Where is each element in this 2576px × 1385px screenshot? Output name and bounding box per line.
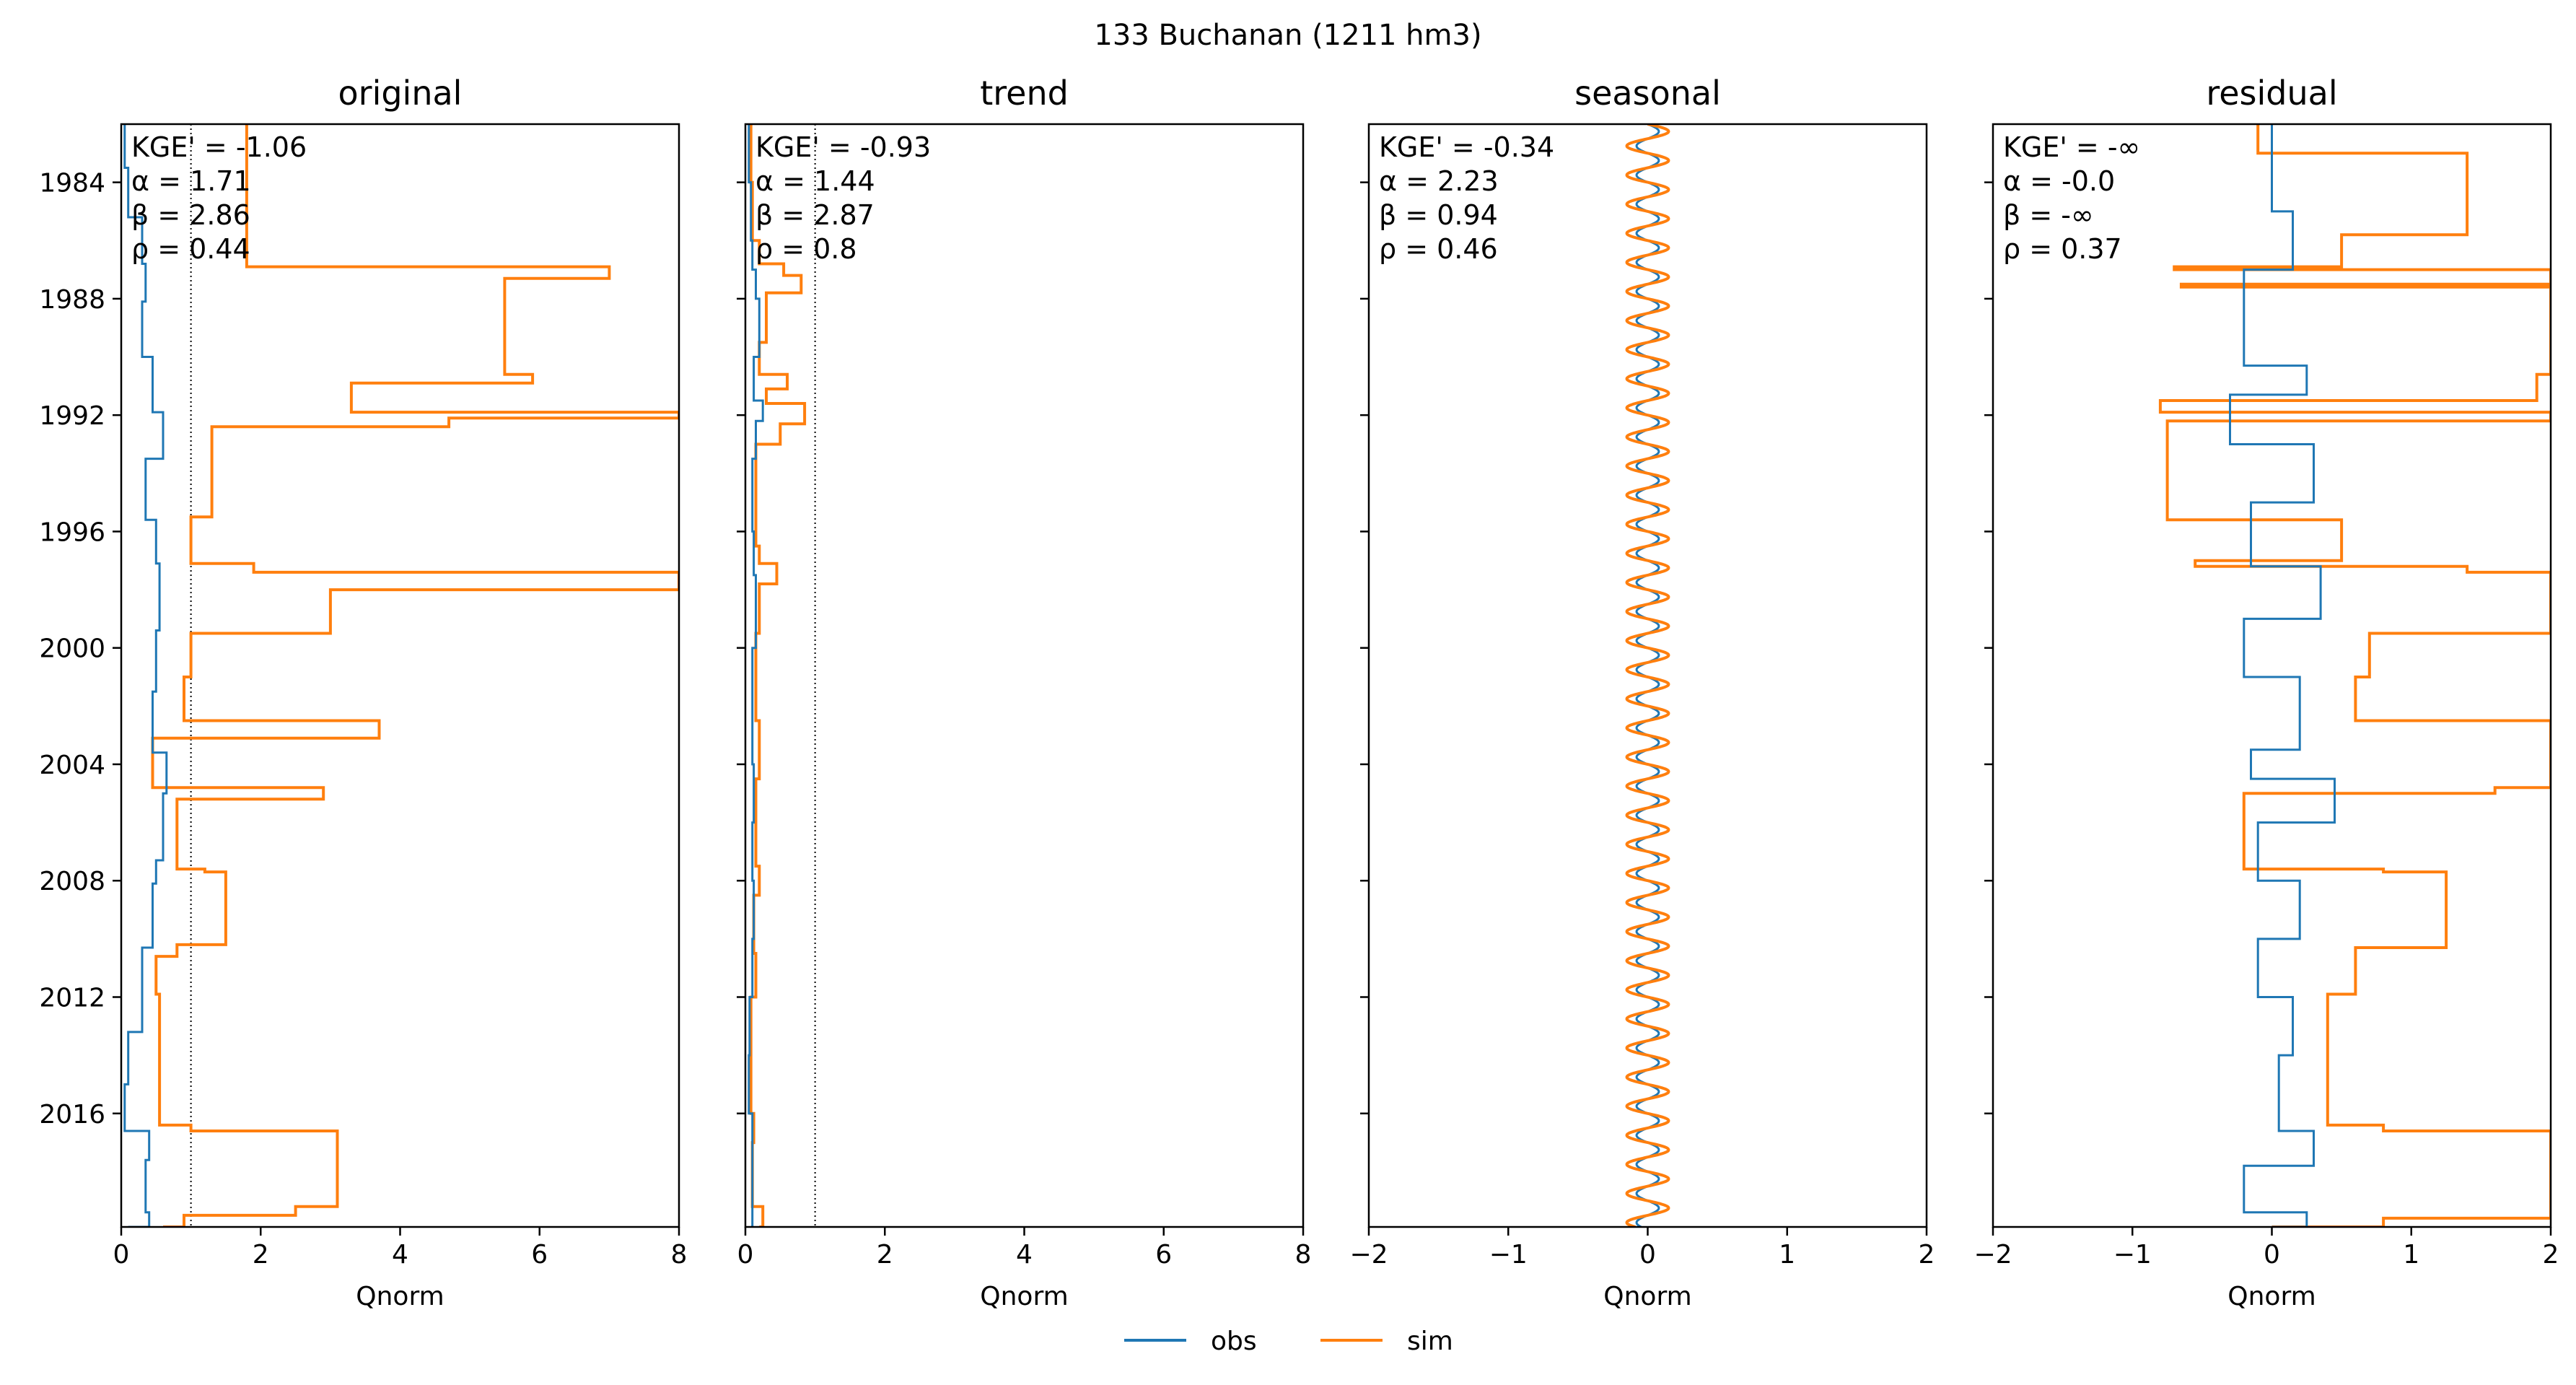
legend-label: obs [1211, 1327, 1257, 1356]
x-tick-label: 6 [1155, 1240, 1172, 1270]
plot-area [123, 124, 679, 1227]
series-obs [123, 124, 168, 1227]
plot-area [1625, 124, 1670, 1227]
metric-text: KGE' = -1.06 [131, 131, 307, 163]
metric-text: ρ = 0.46 [1379, 233, 1498, 265]
x-tick-label: −2 [1349, 1240, 1388, 1270]
panel-residual: residual −2 −1 0 1 2 Qnorm KGE' = -∞α = -0.0β =… [1973, 74, 2559, 1311]
y-tick-label: 1988 [39, 285, 105, 315]
panel-title: original [338, 74, 463, 113]
y-tick-label: 2012 [39, 983, 105, 1013]
panel-title: seasonal [1574, 74, 1721, 113]
x-tick-label: 2 [253, 1240, 269, 1270]
x-tick-label: 1 [2403, 1240, 2419, 1270]
x-tick-label: −1 [1489, 1240, 1528, 1270]
metric-text: β = 0.94 [1379, 199, 1498, 231]
plot-area [748, 124, 816, 1227]
series-obs [2229, 124, 2336, 1227]
legend-item-sim: sim [1320, 1327, 1453, 1356]
metric-text: KGE' = -0.34 [1379, 131, 1554, 163]
x-tick-label: 2 [877, 1240, 893, 1270]
metric-text: β = 2.86 [131, 199, 250, 231]
metric-text: KGE' = -0.93 [755, 131, 931, 163]
y-tick-label: 1984 [39, 169, 105, 198]
figure-suptitle: 133 Buchanan (1211 hm3) [1094, 19, 1481, 52]
metric-text: ρ = 0.44 [131, 233, 250, 265]
panel-trend: trend 0 2 4 6 8 Qnorm KGE' = -0.93α = 1.44β = 2… [737, 74, 1311, 1311]
y-tick-label: 1996 [39, 517, 105, 547]
x-tick-label: 6 [531, 1240, 548, 1270]
x-tick-label: 2 [2543, 1240, 2559, 1270]
panel-title: trend [980, 74, 1069, 113]
x-tick-label: 0 [737, 1240, 754, 1270]
x-tick-label: −1 [2113, 1240, 2152, 1270]
x-tick-label: 0 [113, 1240, 130, 1270]
x-axis-label: Qnorm [2227, 1282, 2316, 1311]
y-tick-label: 2000 [39, 634, 105, 664]
panel-title: residual [2206, 74, 2337, 113]
x-tick-label: 2 [1919, 1240, 1935, 1270]
x-axis-label: Qnorm [980, 1282, 1068, 1311]
metric-text: β = -∞ [2003, 199, 2094, 231]
x-axis-label: Qnorm [1603, 1282, 1691, 1311]
metric-text: ρ = 0.37 [2003, 233, 2122, 265]
series-sim [1625, 124, 1670, 1227]
y-tick-label: 2016 [39, 1100, 105, 1130]
metric-text: α = 2.23 [1379, 165, 1499, 197]
metric-text: KGE' = -∞ [2003, 131, 2140, 163]
x-tick-label: 4 [1016, 1240, 1033, 1270]
metric-text: α = 1.44 [755, 165, 875, 197]
y-tick-label: 1992 [39, 401, 105, 431]
series-sim [151, 124, 679, 1227]
x-tick-label: 1 [1779, 1240, 1795, 1270]
legend: obs sim [1124, 1327, 1453, 1356]
legend-item-obs: obs [1124, 1327, 1257, 1356]
x-tick-label: 8 [1295, 1240, 1312, 1270]
metric-text: ρ = 0.8 [755, 233, 857, 265]
x-tick-label: 4 [392, 1240, 408, 1270]
panel-original: original 0 2 4 6 8 Qnorm 1984 1988 1992 1996 2000 20… [39, 74, 687, 1311]
x-tick-label: 0 [1639, 1240, 1656, 1270]
legend-label: sim [1407, 1327, 1453, 1356]
metric-text: α = -0.0 [2003, 165, 2115, 197]
x-axis-label: Qnorm [356, 1282, 444, 1311]
series-sim [2158, 124, 2551, 1227]
metric-text: β = 2.87 [755, 199, 875, 231]
x-tick-label: −2 [1973, 1240, 2012, 1270]
series-obs [748, 124, 764, 1227]
plot-area [2158, 124, 2551, 1227]
y-tick-label: 2008 [39, 867, 105, 896]
panel-seasonal: seasonal −2 −1 0 1 2 Qnorm KGE' = -0.34α = 2.23… [1349, 74, 1935, 1311]
x-tick-label: 0 [2264, 1240, 2280, 1270]
metric-text: α = 1.71 [131, 165, 251, 197]
y-tick-label: 2004 [39, 751, 105, 780]
x-tick-label: 8 [671, 1240, 688, 1270]
